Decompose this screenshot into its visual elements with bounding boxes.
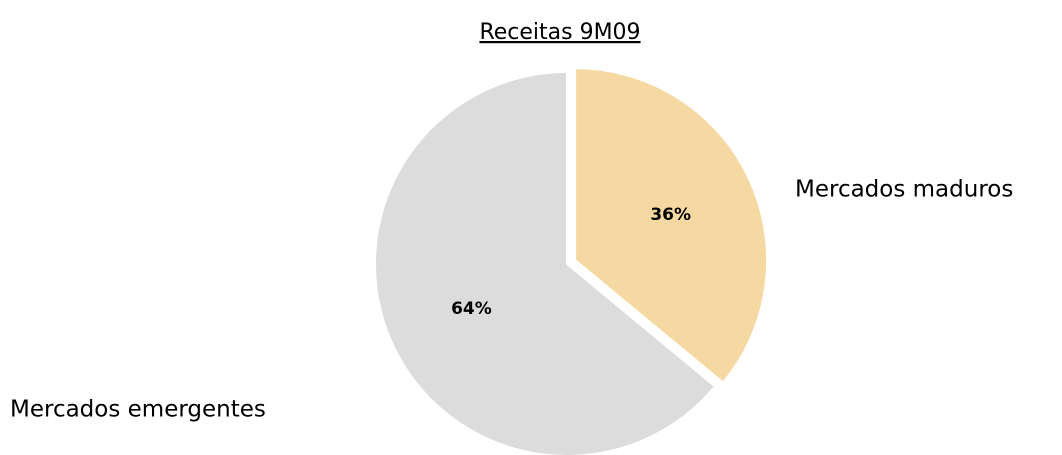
data-label: 64% [451, 299, 492, 319]
pie-slice [574, 67, 769, 384]
data-label: 36% [650, 205, 691, 225]
pie-slice [374, 70, 717, 455]
chart-title: Receitas 9M09 [479, 20, 640, 45]
category-label: Mercados maduros [795, 177, 1013, 203]
category-label: Mercados emergentes [10, 397, 266, 423]
